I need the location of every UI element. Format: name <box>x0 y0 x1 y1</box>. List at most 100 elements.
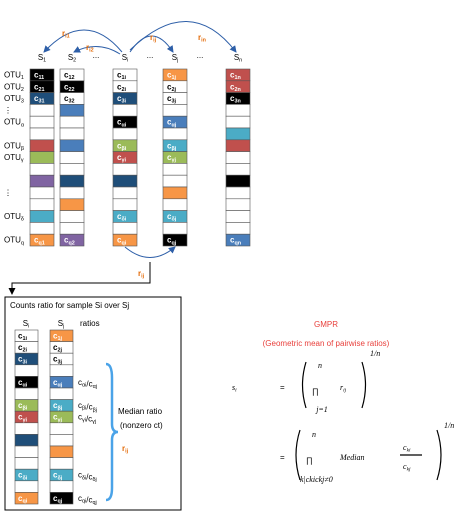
cell-label: c2i <box>18 343 27 354</box>
cell <box>59 233 85 247</box>
formula-power: 1/n <box>444 421 454 430</box>
cell-label: c32 <box>64 94 75 105</box>
cell-label: cq1 <box>34 236 45 247</box>
formula-brackets <box>295 361 442 481</box>
formula-lhs: si <box>232 383 237 394</box>
panel-header: Sj <box>58 319 65 330</box>
arc <box>124 246 176 258</box>
cell-label: cαi <box>117 118 127 129</box>
cell <box>112 186 138 200</box>
cell-label: cq2 <box>64 236 75 247</box>
cell <box>29 163 55 176</box>
cell-label: c3j <box>53 355 62 366</box>
cell <box>14 434 39 447</box>
cell-label: c1n <box>230 71 241 82</box>
cell <box>225 115 251 129</box>
formula-prod: ∏ <box>306 456 313 465</box>
cell <box>162 186 188 200</box>
gmpr-subtitle: (Geometric mean of pairwise ratios) <box>263 339 390 348</box>
cell-label: cβj <box>53 401 63 412</box>
formula-num: cki <box>403 443 411 454</box>
ratio-label: rij <box>138 269 145 280</box>
column-gap: ... <box>147 51 154 60</box>
row-label: OTUβ <box>4 141 24 152</box>
cell <box>14 457 39 470</box>
row-label: OTU1 <box>4 71 24 82</box>
formula-power: 1/n <box>370 349 380 358</box>
formula-lower: k|ckickj≠0 <box>300 475 333 484</box>
panel-header: Si <box>23 319 30 330</box>
cell-label: c1i <box>18 332 27 343</box>
cell <box>225 210 251 223</box>
cell-label: cγj <box>167 153 176 164</box>
cell <box>29 104 55 117</box>
cell-label: cqj <box>53 494 63 505</box>
formula-eq: = <box>280 383 285 392</box>
cell <box>162 198 188 211</box>
brace <box>105 362 119 502</box>
cell <box>225 163 251 176</box>
median-label: Median ratio <box>118 407 163 416</box>
cell-label: c2i <box>117 82 126 93</box>
cell <box>112 163 138 176</box>
cell <box>14 480 39 493</box>
ratio-text: cqi/cqj <box>78 494 97 506</box>
formula-den: ckj <box>403 462 411 473</box>
cell <box>14 387 39 400</box>
column-header: S2 <box>68 53 76 64</box>
cell-label: c2n <box>230 82 241 93</box>
cell-label: cδj <box>167 212 177 223</box>
panel-box <box>4 296 182 511</box>
formula-lower: j=1 <box>315 405 328 414</box>
column-header: Si <box>122 53 129 64</box>
ratio-text: cβi/cβj <box>78 401 97 413</box>
ratio-text: cαi/cαj <box>78 378 97 390</box>
cell <box>59 127 85 141</box>
ratio-label: ri2 <box>86 43 94 54</box>
cell <box>59 222 85 235</box>
gmpr-title: GMPR <box>314 320 338 329</box>
cell <box>112 127 138 141</box>
cell <box>225 222 251 235</box>
cell-label: c21 <box>34 82 45 93</box>
cell-label: c2j <box>53 343 62 354</box>
column-header: S1 <box>38 53 46 64</box>
cell <box>14 422 39 435</box>
row-label: OTUq <box>4 236 24 247</box>
cell <box>59 186 85 200</box>
cell-label: cδj <box>53 471 63 482</box>
formula-term: rij <box>340 383 347 394</box>
cell <box>29 198 55 211</box>
cell <box>59 104 85 117</box>
row-label: OTU2 <box>4 82 24 93</box>
cell <box>14 445 39 458</box>
cell-label: cγi <box>117 153 126 164</box>
cell-label: c12 <box>64 71 75 82</box>
row-label: OTU3 <box>4 94 24 105</box>
cell <box>29 210 55 223</box>
cell <box>112 174 138 188</box>
column-gap: ... <box>93 51 100 60</box>
cell <box>49 457 74 470</box>
cell <box>225 174 251 188</box>
cell <box>162 127 188 141</box>
cell <box>225 233 251 247</box>
cell <box>112 222 138 235</box>
cell <box>49 422 74 435</box>
cell <box>112 104 138 117</box>
cell <box>14 364 39 377</box>
cell <box>49 492 74 505</box>
cell <box>29 174 55 188</box>
panel-title: Counts ratio for sample Si over Sj <box>10 301 129 310</box>
cell-label: c3i <box>18 355 27 366</box>
formula-upper: n <box>318 361 322 370</box>
cell-label: cαj <box>53 378 63 389</box>
cell <box>29 139 55 152</box>
cell-label: c1i <box>117 71 126 82</box>
row-label: OTUγ <box>4 153 24 164</box>
cell-label: c3j <box>167 94 176 105</box>
cell <box>162 233 188 247</box>
cell <box>49 445 74 458</box>
cell-label: cδi <box>18 471 28 482</box>
cell <box>225 198 251 211</box>
